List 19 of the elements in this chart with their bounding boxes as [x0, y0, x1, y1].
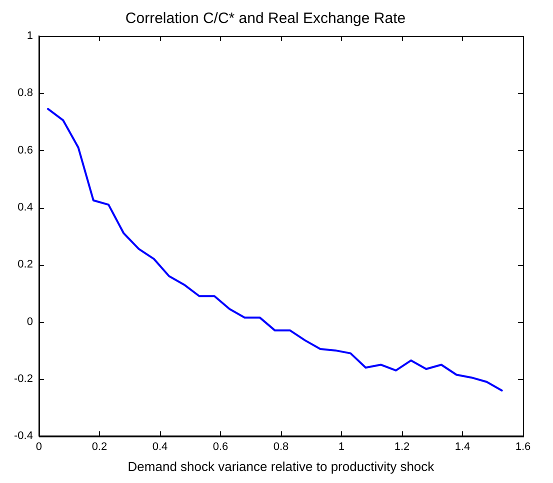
chart-title: Correlation C/C* and Real Exchange Rate [125, 10, 406, 28]
x-tick-label: 1.2 [394, 440, 410, 453]
x-tick-label: 0.8 [273, 440, 289, 453]
y-tick-label: -0.4 [14, 430, 33, 442]
y-tick-label: 0.4 [18, 202, 33, 214]
x-tick-label: 0.6 [212, 440, 228, 453]
y-tick-label: 0.2 [18, 258, 33, 271]
x-tick-label: 0.4 [152, 440, 168, 453]
x-tick-label: 0.2 [92, 440, 108, 453]
x-axis-title: Demand shock variance relative to productivity shock [128, 458, 435, 474]
x-tick-label: 0 [36, 440, 42, 453]
y-tick-label: -0.2 [14, 373, 33, 386]
x-tick-label: 1.6 [515, 440, 531, 453]
x-tick-label: 1.4 [454, 440, 470, 453]
y-tick-label: 0.6 [18, 144, 33, 156]
y-tick-label: 0 [26, 316, 33, 328]
y-tick-label: 1 [26, 30, 33, 42]
x-tick-label: 1 [338, 440, 345, 453]
y-tick-label: 0.8 [18, 87, 33, 100]
